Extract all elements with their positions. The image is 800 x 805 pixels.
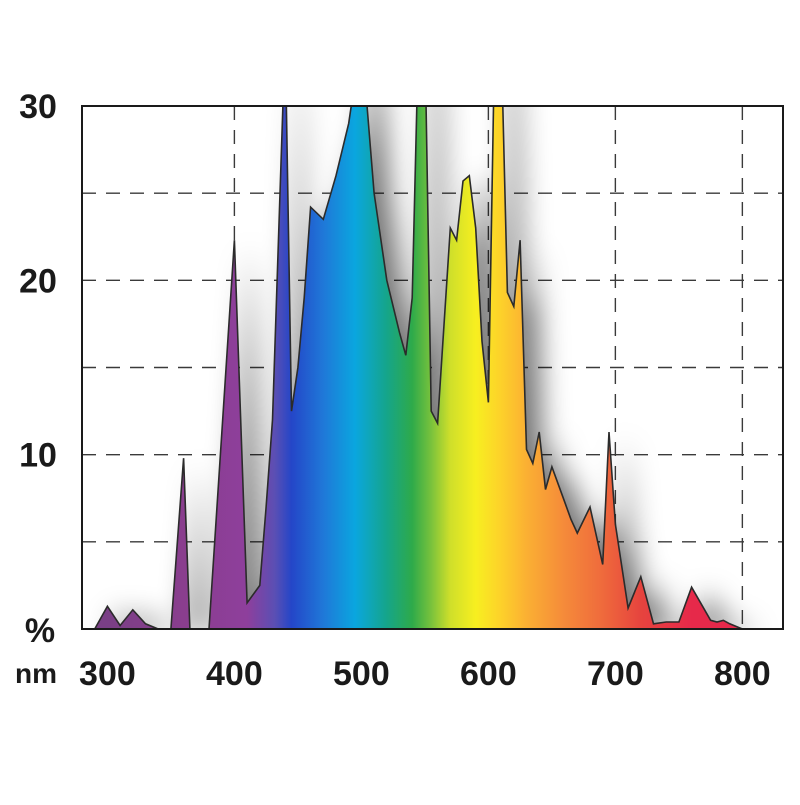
- x-unit-label: nm: [15, 658, 57, 689]
- y-tick-label: 10: [19, 437, 57, 475]
- x-tick-label: 400: [206, 655, 263, 693]
- y-unit-label: %: [25, 612, 55, 650]
- y-axis-ticks: 10 20 30: [19, 88, 57, 475]
- x-tick-label: 700: [587, 655, 644, 693]
- y-tick-label: 20: [19, 262, 57, 300]
- x-axis-ticks: 300 400 500 600 700 800: [79, 655, 771, 693]
- spectrum-area: [82, 106, 781, 629]
- x-tick-label: 600: [460, 655, 517, 693]
- y-tick-label: 30: [19, 88, 57, 126]
- spectrum-series: [82, 106, 781, 629]
- plot-frame: [81, 105, 784, 630]
- x-tick-label: 800: [714, 655, 771, 693]
- x-tick-label: 500: [333, 655, 390, 693]
- x-tick-label: 300: [79, 655, 136, 693]
